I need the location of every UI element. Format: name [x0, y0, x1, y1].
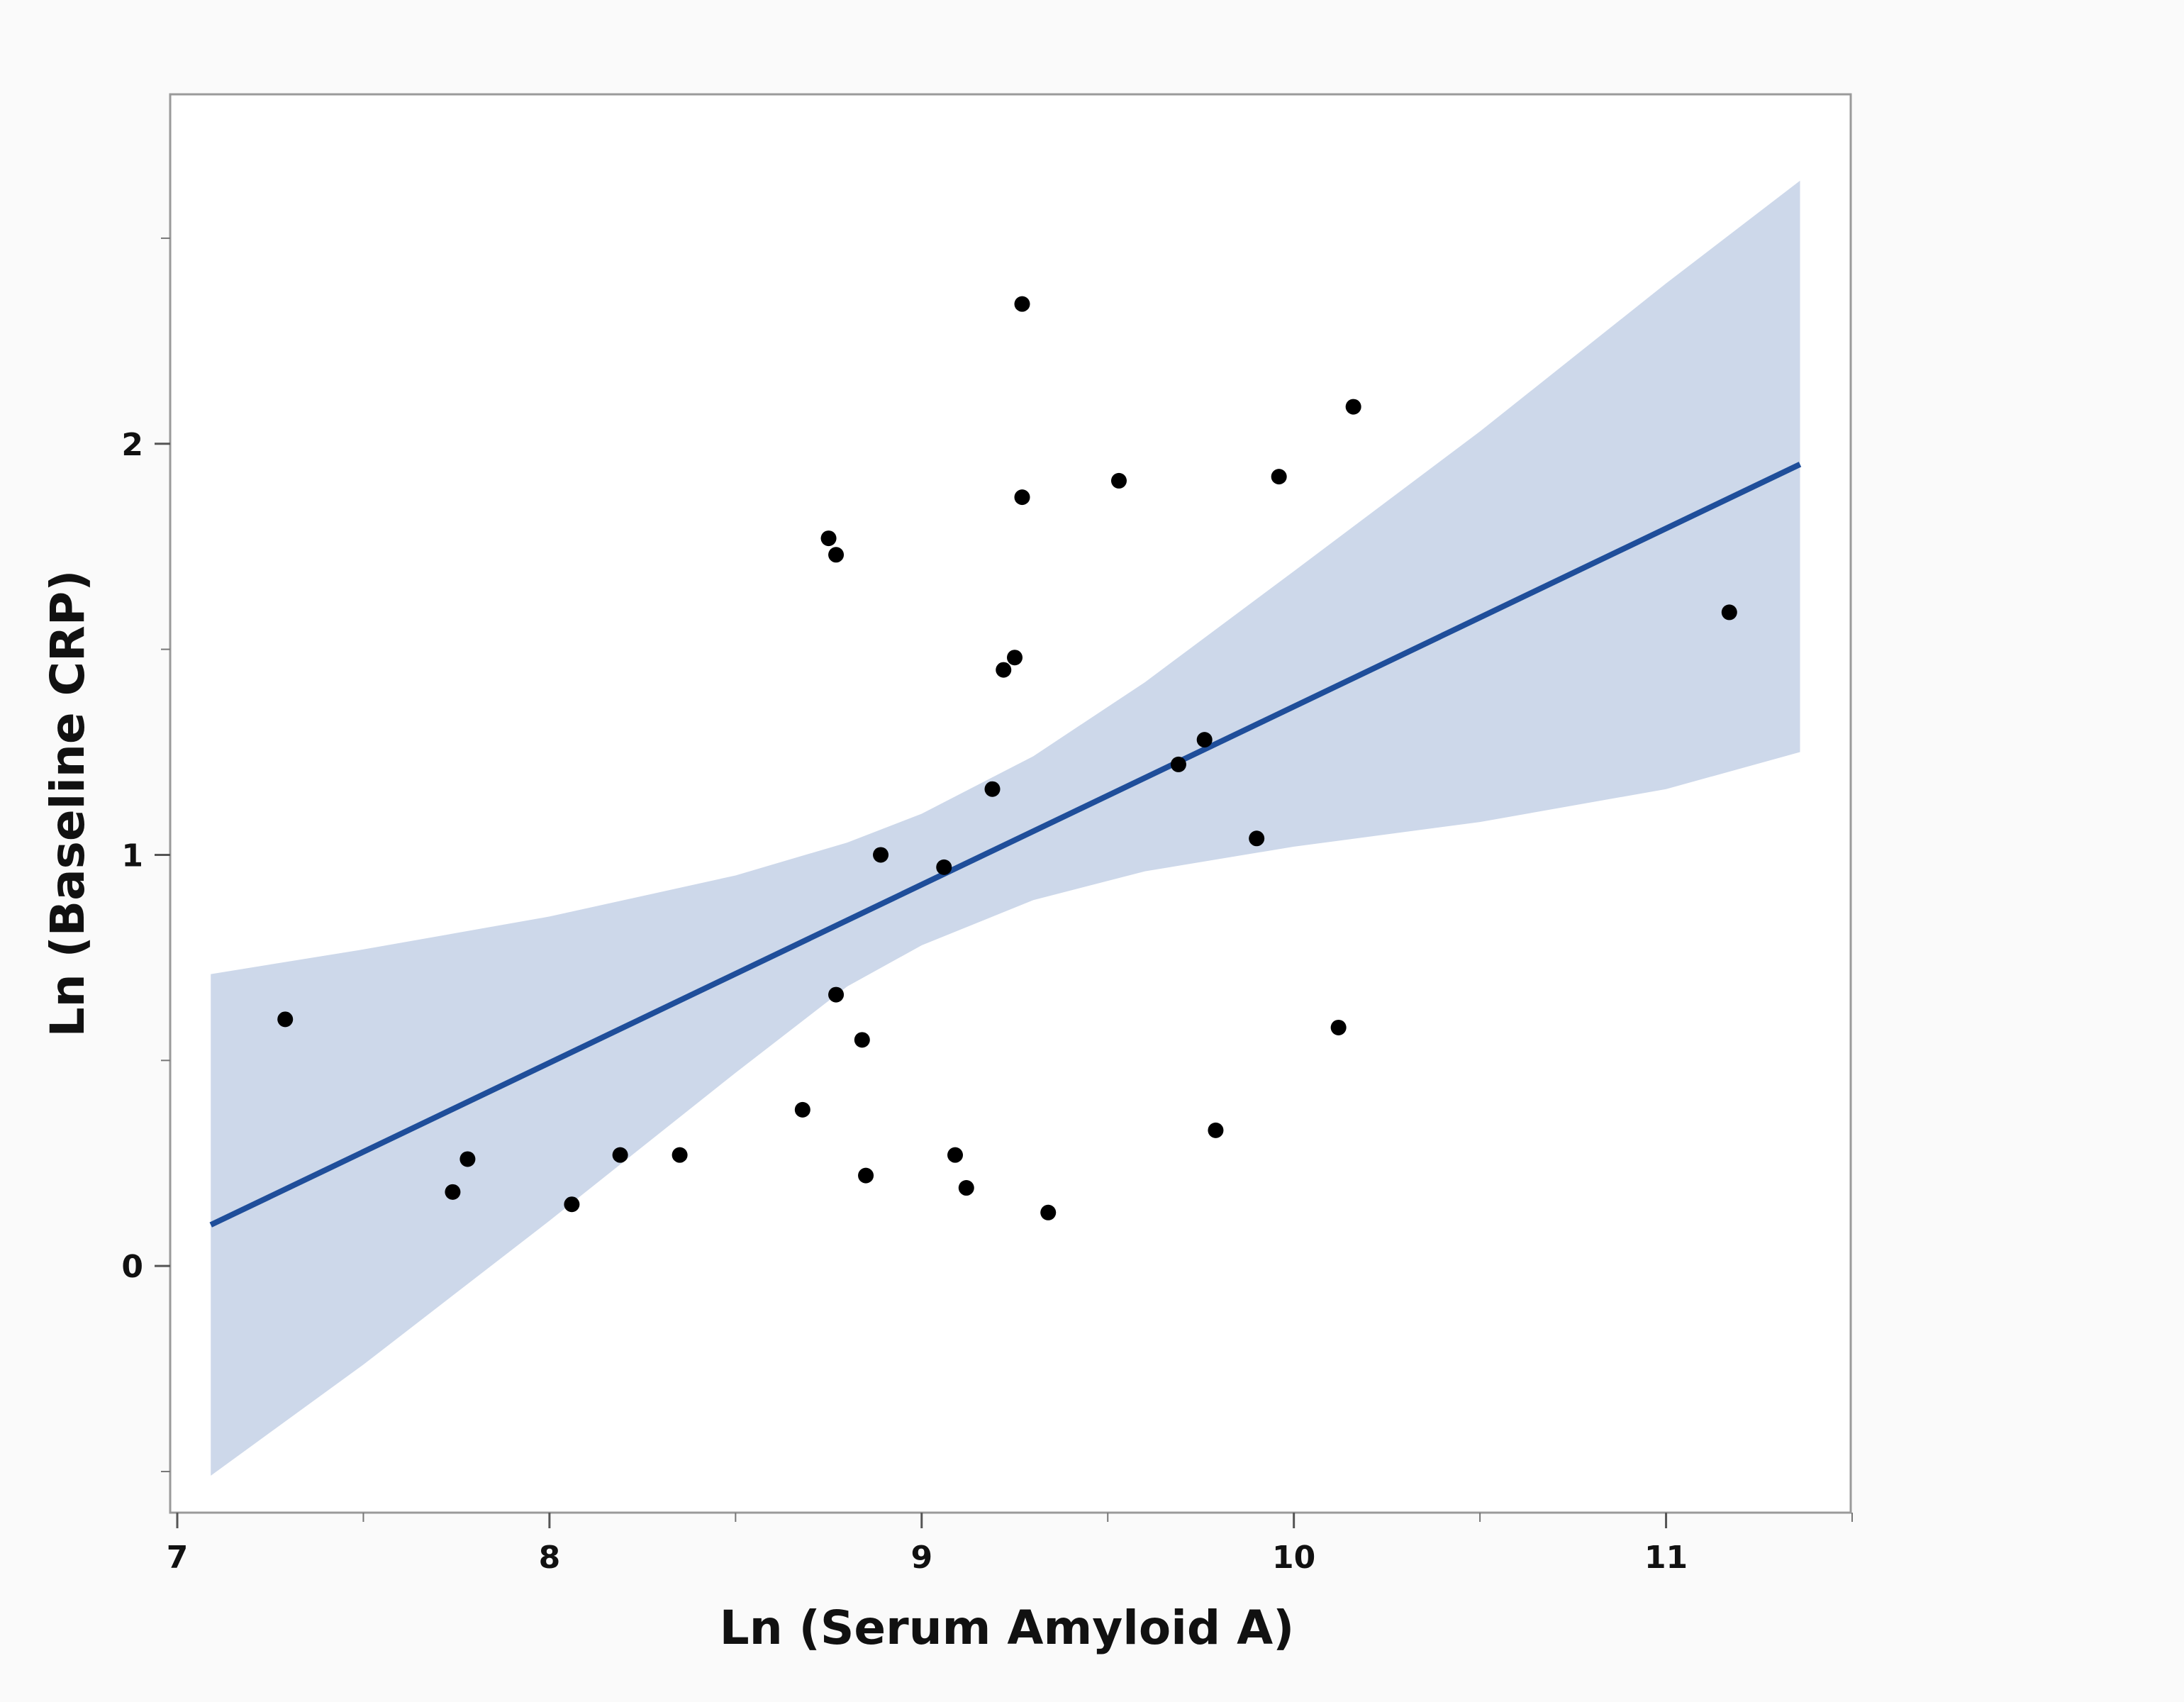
data-point: [958, 1180, 974, 1196]
data-point: [936, 859, 952, 875]
x-tick-label: 7: [167, 1540, 189, 1576]
data-point: [612, 1147, 628, 1163]
confidence-band: [211, 180, 1800, 1476]
x-tick-label: 8: [539, 1540, 561, 1576]
data-point: [1271, 469, 1287, 485]
data-point: [1330, 1019, 1347, 1035]
y-axis-title: Ln (Baseline CRP): [40, 570, 95, 1038]
data-point: [828, 547, 845, 563]
data-point: [564, 1196, 580, 1213]
data-point: [1014, 296, 1030, 312]
data-point: [947, 1147, 964, 1163]
regression-fit-line: [209, 462, 1802, 1228]
x-tick-label: 10: [1272, 1540, 1315, 1576]
data-point: [1721, 604, 1737, 621]
data-point: [459, 1151, 476, 1167]
data-point: [984, 781, 1001, 797]
data-point: [1196, 732, 1213, 748]
data-point: [1040, 1204, 1057, 1220]
data-point: [996, 662, 1012, 678]
data-point: [1345, 399, 1361, 415]
data-point: [1249, 830, 1265, 847]
x-tick-label: 9: [910, 1540, 932, 1576]
data-point: [1110, 472, 1127, 489]
data-point: [277, 1011, 294, 1028]
data-point: [854, 1032, 870, 1048]
y-tick-label: 2: [121, 427, 143, 463]
data-point: [445, 1184, 461, 1200]
x-axis-title: Ln (Serum Amyloid A): [720, 1601, 1295, 1655]
data-point: [820, 530, 837, 547]
plot-frame: [169, 93, 1852, 1514]
data-point: [1014, 489, 1030, 506]
data-point: [858, 1167, 874, 1184]
data-point: [672, 1147, 688, 1163]
data-point: [794, 1101, 810, 1118]
data-point: [828, 986, 845, 1003]
data-point: [873, 847, 889, 863]
data-point: [1208, 1122, 1224, 1138]
data-point: [1170, 756, 1186, 772]
x-tick-label: 11: [1644, 1540, 1688, 1576]
y-tick-label: 0: [121, 1249, 143, 1285]
y-tick-label: 1: [121, 838, 143, 874]
data-point: [1007, 650, 1023, 666]
